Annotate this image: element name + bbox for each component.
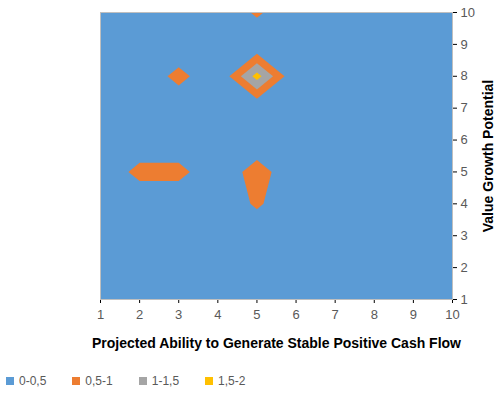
html-text:0-0,5: 0-0,5 — [19, 374, 47, 388]
svg-text:8: 8 — [461, 68, 468, 83]
svg-text:5: 5 — [253, 307, 260, 322]
svg-text:5: 5 — [461, 164, 468, 179]
svg-text:Value Growth Potential: Value Growth Potential — [480, 80, 496, 232]
svg-text:6: 6 — [461, 132, 468, 147]
svg-text:2: 2 — [461, 260, 468, 275]
svg-text:4: 4 — [461, 196, 468, 211]
svg-text:9: 9 — [461, 37, 468, 52]
html-text:1-1,5: 1-1,5 — [151, 374, 180, 388]
html-text:1,5-2: 1,5-2 — [218, 374, 246, 388]
svg-text:Projected Ability to Generate: Projected Ability to Generate Stable Pos… — [92, 335, 461, 351]
svg-text:3: 3 — [461, 228, 468, 243]
svg-text:6: 6 — [292, 307, 299, 322]
svg-text:10: 10 — [461, 5, 475, 20]
html-text:0,5-1: 0,5-1 — [85, 374, 113, 388]
svg-text:9: 9 — [410, 307, 417, 322]
svg-text:8: 8 — [371, 307, 378, 322]
svg-text:10: 10 — [445, 307, 459, 322]
svg-text:7: 7 — [461, 100, 468, 115]
svg-text:1: 1 — [461, 292, 468, 307]
svg-text:1: 1 — [97, 307, 104, 322]
svg-text:3: 3 — [175, 307, 182, 322]
svg-text:2: 2 — [136, 307, 143, 322]
svg-text:4: 4 — [214, 307, 221, 322]
svg-text:7: 7 — [332, 307, 339, 322]
